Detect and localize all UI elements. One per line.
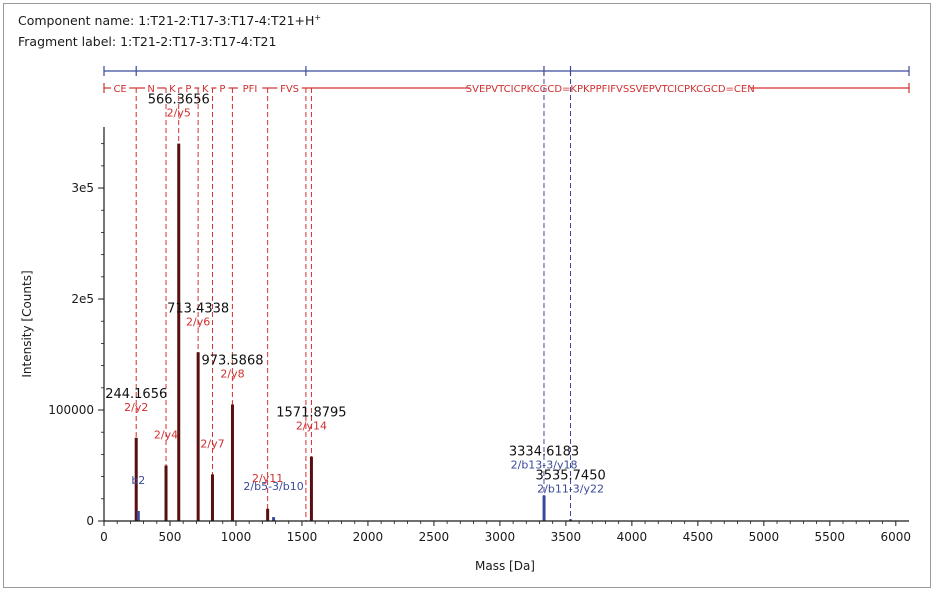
ion-label: 2/y5 xyxy=(167,107,191,120)
sequence-coverage-bar: CE N K P K P PFI FVS SVEPVTCICPKCGCD=KPKPPFIFVSS… xyxy=(103,66,910,95)
fragment-label: Fragment label: 1:T21-2:T17-3:T17-4:T21 xyxy=(18,34,277,49)
ion-label: b2 xyxy=(131,474,145,487)
sequence-segment-label: N xyxy=(147,84,154,95)
x-tick-label: 2000 xyxy=(353,530,384,544)
ion-label: 2/y8 xyxy=(220,367,244,380)
sequence-segment-label: CE xyxy=(113,84,126,95)
y-axis-title: Intensity [Counts] xyxy=(20,270,34,377)
ion-label: 2/b13-3/y18 xyxy=(511,458,578,471)
x-tick-label: 1500 xyxy=(287,530,318,544)
x-tick-label: 6000 xyxy=(881,530,912,544)
ion-label: 2/b11-3/y22 xyxy=(537,482,604,495)
x-tick-label: 2500 xyxy=(419,530,450,544)
axes: 0 500 1000 1500 2000 2500 3000 3500 4000 4500 5000… xyxy=(48,127,911,544)
x-tick-label: 3500 xyxy=(551,530,582,544)
mass-label: 713.4338 xyxy=(167,301,229,316)
x-tick-label: 500 xyxy=(159,530,182,544)
mass-label: 1571.8795 xyxy=(276,406,346,421)
spectrum-panel: Component name: 1:T21-2:T17-3:T17-4:T21+… xyxy=(3,3,931,588)
mass-label: 3535.7450 xyxy=(535,468,605,483)
ion-label: 2/y6 xyxy=(186,315,210,328)
ion-label: 2/y7 xyxy=(200,437,224,450)
ion-label: 2/y11 xyxy=(252,472,283,485)
x-tick-label: 3000 xyxy=(485,530,516,544)
x-tick-label: 4500 xyxy=(683,530,714,544)
ion-label: 2/y2 xyxy=(124,401,148,414)
peak-bars xyxy=(134,143,573,521)
x-tick-label: 1000 xyxy=(221,530,252,544)
sequence-segment-label: FVS xyxy=(280,84,299,95)
mass-label: 244.1656 xyxy=(105,387,167,402)
component-name: Component name: 1:T21-2:T17-3:T17-4:T21+… xyxy=(18,13,322,29)
sequence-segment-label: P xyxy=(185,84,191,95)
y-tick-label: 3e5 xyxy=(71,181,94,195)
mass-label: 566.3656 xyxy=(148,93,210,108)
ion-label: 2/b5-3/b10 xyxy=(243,480,303,493)
fragment-guide-lines xyxy=(135,71,572,521)
x-tick-label: 5500 xyxy=(815,530,846,544)
x-axis-title: Mass [Da] xyxy=(475,559,535,573)
x-tick-label: 5000 xyxy=(749,530,780,544)
sequence-segment-label: PFI xyxy=(243,84,258,95)
x-tick-label: 4000 xyxy=(617,530,648,544)
y-tick-label: 2e5 xyxy=(71,292,94,306)
x-tick-label: 0 xyxy=(100,530,108,544)
ion-label: 2/y4 xyxy=(154,429,178,442)
y-tick-label: 0 xyxy=(86,514,94,528)
y-tick-label: 100000 xyxy=(48,403,94,417)
sequence-segment-label: SVEPVTCICPKCGCD=KPKPPFIFVSSVEPVTCICPKCGC… xyxy=(466,84,755,95)
sequence-segment-label: K xyxy=(202,84,209,95)
mass-label: 973.5868 xyxy=(201,353,263,368)
sequence-segment-label: K xyxy=(169,84,176,95)
sequence-segment-label: P xyxy=(219,84,225,95)
ion-label: 2/y14 xyxy=(296,420,327,433)
mass-label: 3334.6183 xyxy=(509,444,579,459)
